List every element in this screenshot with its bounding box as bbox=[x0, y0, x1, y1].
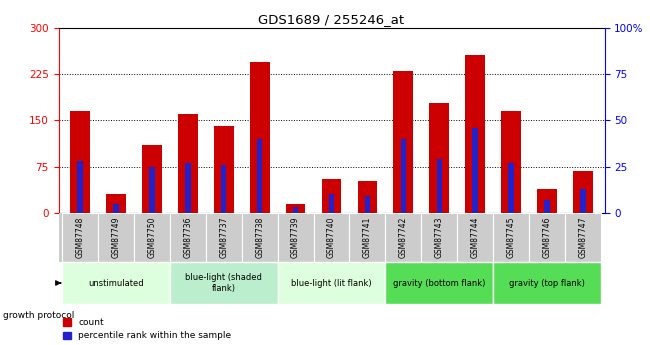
Bar bbox=[385, 263, 493, 304]
Text: GSM87745: GSM87745 bbox=[506, 217, 515, 258]
Bar bbox=[206, 213, 242, 263]
Bar bbox=[62, 213, 98, 263]
Bar bbox=[437, 159, 442, 213]
Text: blue-light (shaded
flank): blue-light (shaded flank) bbox=[185, 273, 262, 293]
Bar bbox=[170, 213, 206, 263]
Bar bbox=[278, 263, 385, 304]
Bar bbox=[501, 111, 521, 213]
Bar bbox=[313, 213, 350, 263]
Title: GDS1689 / 255246_at: GDS1689 / 255246_at bbox=[259, 13, 404, 27]
Bar bbox=[580, 189, 586, 213]
Bar bbox=[221, 165, 226, 213]
Text: GSM87747: GSM87747 bbox=[578, 217, 588, 258]
Bar bbox=[400, 139, 406, 213]
Bar bbox=[473, 128, 478, 213]
Bar bbox=[214, 127, 233, 213]
Bar bbox=[178, 114, 198, 213]
Text: GSM87737: GSM87737 bbox=[219, 217, 228, 258]
Bar bbox=[150, 167, 155, 213]
Bar bbox=[465, 56, 485, 213]
Text: GSM87749: GSM87749 bbox=[111, 217, 120, 258]
Text: blue-light (lit flank): blue-light (lit flank) bbox=[291, 278, 372, 287]
Bar bbox=[329, 195, 334, 213]
Text: GSM87750: GSM87750 bbox=[148, 217, 157, 258]
Bar bbox=[493, 213, 529, 263]
Text: GSM87743: GSM87743 bbox=[435, 217, 444, 258]
Bar bbox=[134, 213, 170, 263]
Text: GSM87736: GSM87736 bbox=[183, 217, 192, 258]
Text: GSM87740: GSM87740 bbox=[327, 217, 336, 258]
Bar bbox=[537, 189, 557, 213]
Bar bbox=[185, 163, 190, 213]
Text: GSM87739: GSM87739 bbox=[291, 217, 300, 258]
Bar bbox=[365, 196, 370, 213]
Bar bbox=[113, 204, 119, 213]
Text: GSM87744: GSM87744 bbox=[471, 217, 480, 258]
Bar bbox=[142, 145, 162, 213]
Bar bbox=[457, 213, 493, 263]
Bar bbox=[170, 263, 278, 304]
Bar bbox=[544, 200, 550, 213]
Bar bbox=[257, 139, 263, 213]
Bar bbox=[62, 263, 170, 304]
Text: gravity (bottom flank): gravity (bottom flank) bbox=[393, 278, 486, 287]
Bar bbox=[77, 161, 83, 213]
Bar bbox=[385, 213, 421, 263]
Text: unstimulated: unstimulated bbox=[88, 278, 144, 287]
Bar bbox=[350, 213, 385, 263]
Bar bbox=[286, 204, 306, 213]
Text: GSM87738: GSM87738 bbox=[255, 217, 264, 258]
Bar bbox=[529, 213, 565, 263]
Legend: count, percentile rank within the sample: count, percentile rank within the sample bbox=[63, 318, 231, 341]
Bar bbox=[293, 207, 298, 213]
Bar bbox=[508, 163, 514, 213]
Bar bbox=[98, 213, 134, 263]
Bar bbox=[322, 179, 341, 213]
Text: GSM87741: GSM87741 bbox=[363, 217, 372, 258]
Bar bbox=[573, 171, 593, 213]
Text: gravity (top flank): gravity (top flank) bbox=[509, 278, 585, 287]
Bar bbox=[393, 71, 413, 213]
Bar bbox=[493, 263, 601, 304]
Text: GSM87748: GSM87748 bbox=[75, 217, 84, 258]
Text: GSM87742: GSM87742 bbox=[399, 217, 408, 258]
Bar bbox=[565, 213, 601, 263]
Text: growth protocol: growth protocol bbox=[3, 311, 75, 320]
Bar bbox=[358, 181, 377, 213]
Bar bbox=[106, 195, 126, 213]
Text: GSM87746: GSM87746 bbox=[543, 217, 552, 258]
Bar bbox=[430, 103, 449, 213]
Bar bbox=[278, 213, 313, 263]
Bar bbox=[242, 213, 278, 263]
Bar bbox=[70, 111, 90, 213]
Bar bbox=[421, 213, 457, 263]
Bar bbox=[250, 62, 270, 213]
